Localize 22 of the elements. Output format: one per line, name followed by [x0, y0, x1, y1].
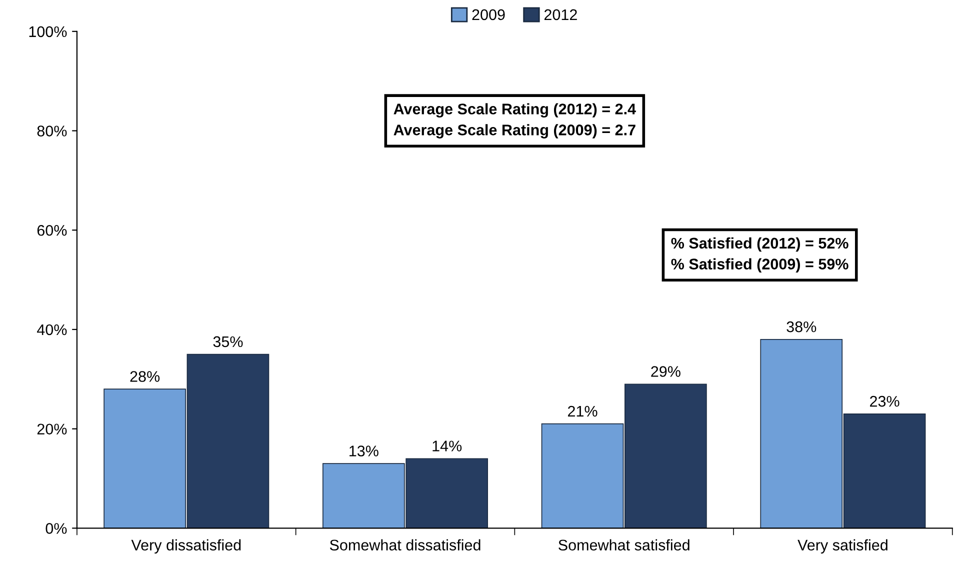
annotation: Average Scale Rating (2012) = 2.4 Average Scale Rating (2009) = 2.7 — [394, 103, 636, 138]
data-label: 38% — [786, 321, 816, 332]
y-tick-label: 0% — [46, 523, 67, 534]
data-label: 23% — [870, 396, 900, 407]
y-tick-label: 20% — [37, 424, 67, 435]
y-tick-label: 80% — [37, 126, 67, 136]
y-tick-label: 100% — [29, 26, 67, 38]
data-label: 13% — [350, 446, 378, 456]
annotation: % Satisfied (2012) = 52% % Satisfied (2009) = 59% — [671, 237, 848, 273]
legend-label: 2009 — [472, 9, 505, 20]
x-tick-label: Very satisfied — [798, 539, 888, 554]
y-tick-label: 40% — [37, 324, 67, 336]
data-label: 35% — [213, 336, 243, 348]
data-label: 28% — [130, 371, 160, 382]
data-label: 21% — [568, 406, 598, 417]
legend-label: 2012 — [544, 9, 577, 20]
y-tick-label: 60% — [37, 224, 67, 236]
x-tick-label: Very dissatisfied — [131, 539, 241, 554]
data-label: 14% — [432, 440, 462, 452]
data-label: 29% — [651, 366, 680, 377]
x-tick-label: Somewhat dissatisfied — [330, 539, 480, 551]
x-tick-label: Somewhat satisfied — [558, 539, 690, 551]
